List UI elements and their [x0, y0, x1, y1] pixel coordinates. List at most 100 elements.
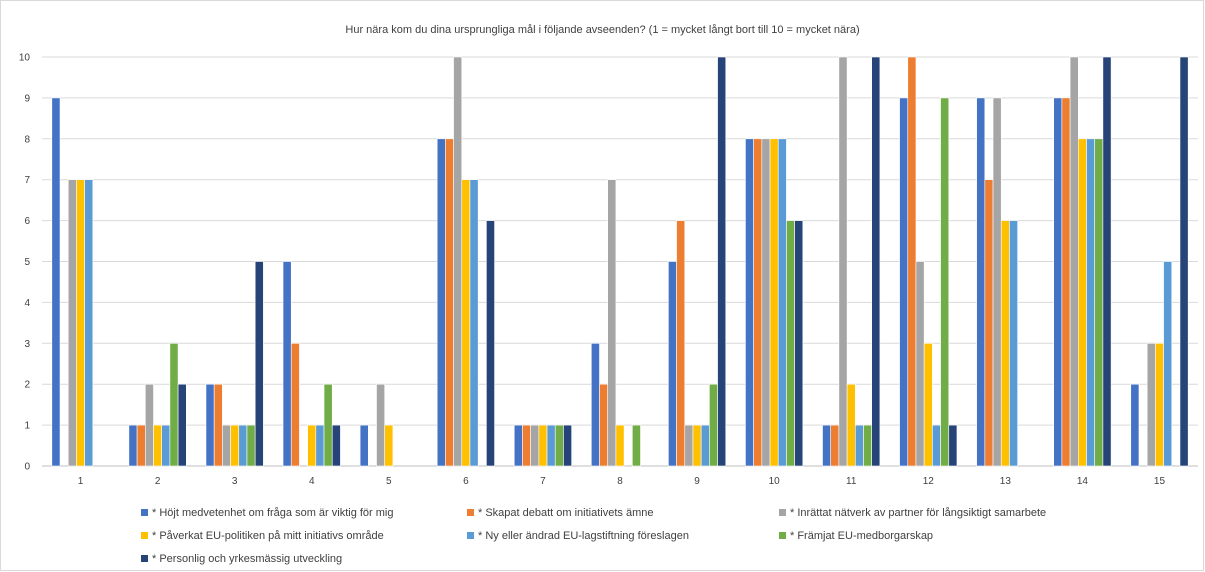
bar	[1086, 138, 1095, 467]
bar	[1179, 56, 1189, 467]
bar	[546, 424, 556, 467]
bar	[753, 138, 763, 467]
legend-swatch	[141, 555, 148, 562]
bar	[563, 424, 572, 467]
x-tick-label: 4	[309, 476, 315, 487]
bars	[51, 56, 1189, 467]
bar	[992, 97, 1002, 467]
bar	[786, 220, 795, 467]
bar	[153, 424, 162, 467]
bar	[717, 56, 727, 467]
bar	[1155, 342, 1164, 467]
bar	[1130, 383, 1140, 467]
y-tick-label: 4	[24, 298, 30, 309]
bar	[205, 383, 215, 467]
bar	[315, 424, 325, 467]
bar	[76, 179, 85, 467]
bar	[67, 179, 77, 467]
x-tick-label: 15	[1154, 476, 1166, 487]
bar	[1000, 220, 1010, 467]
bar	[769, 138, 779, 467]
x-tick-label: 12	[923, 476, 935, 487]
legend-label: * Ny eller ändrad EU-lagstiftning föresl…	[478, 530, 689, 542]
bar	[761, 138, 771, 467]
x-tick-label: 3	[232, 476, 238, 487]
legend-item: * Ny eller ändrad EU-lagstiftning föresl…	[467, 530, 689, 542]
y-tick-label: 6	[24, 216, 30, 227]
bar	[530, 424, 540, 467]
bar	[822, 424, 831, 467]
y-tick-label: 3	[24, 339, 30, 350]
bar	[461, 179, 471, 467]
bar	[976, 97, 986, 467]
bar	[1078, 138, 1087, 467]
bar	[84, 179, 94, 467]
bar	[246, 424, 256, 467]
bar	[684, 424, 694, 467]
bar	[376, 383, 385, 467]
bar	[161, 424, 171, 467]
bar	[453, 56, 463, 467]
bar	[940, 97, 950, 467]
bar	[436, 138, 446, 467]
y-tick-label: 5	[24, 257, 30, 268]
bar	[384, 424, 394, 467]
y-tick-label: 0	[24, 462, 30, 473]
bar	[323, 383, 333, 467]
bar	[668, 261, 677, 467]
x-tick-label: 10	[769, 476, 781, 487]
legend-label: * Påverkat EU-politiken på mitt initiati…	[152, 530, 384, 542]
bar	[631, 424, 641, 467]
bar	[359, 424, 369, 467]
bar	[590, 342, 600, 467]
bar	[230, 424, 240, 467]
bar	[871, 56, 881, 467]
bar	[709, 383, 718, 467]
x-tick-label: 11	[846, 476, 857, 487]
x-tick-label: 7	[540, 476, 546, 487]
legend-swatch	[467, 532, 474, 539]
legend-label: * Skapat debatt om initiativets ämne	[478, 507, 654, 519]
legend-label: * Personlig och yrkesmässig utveckling	[152, 553, 343, 565]
y-tick-label: 8	[24, 134, 30, 145]
bar	[907, 56, 917, 467]
bar	[1102, 56, 1112, 467]
legend-label: * Inrättat nätverk av partner för långsi…	[790, 507, 1047, 519]
legend-item: * Personlig och yrkesmässig utveckling	[141, 553, 342, 565]
bar	[607, 179, 617, 467]
y-tick-label: 10	[19, 53, 31, 64]
bar	[830, 424, 840, 467]
legend-item: * Påverkat EU-politiken på mitt initiati…	[141, 530, 384, 542]
bar	[923, 342, 933, 467]
legend-swatch	[467, 509, 474, 516]
y-tick-label: 2	[24, 380, 30, 391]
bar	[136, 424, 146, 467]
bar	[222, 424, 231, 467]
x-tick-labels: 1 2 3 4 5 6 7 8 9 10 11 12 13 14 15	[78, 476, 1166, 487]
bar	[469, 179, 479, 467]
x-tick-label: 9	[694, 476, 700, 487]
legend-swatch	[779, 509, 786, 516]
y-tick-label: 1	[24, 421, 30, 432]
bar	[307, 424, 317, 467]
bar	[932, 424, 941, 467]
bar	[213, 383, 223, 467]
bar	[128, 424, 138, 467]
bar	[984, 179, 994, 467]
x-tick-label: 2	[155, 476, 161, 487]
legend-swatch	[141, 509, 148, 516]
bar	[238, 424, 248, 467]
bar	[700, 424, 710, 467]
bar	[1009, 220, 1018, 467]
bar	[1061, 97, 1071, 467]
x-tick-label: 5	[386, 476, 392, 487]
bar	[445, 138, 454, 467]
legend-swatch	[141, 532, 148, 539]
bar	[1069, 56, 1079, 467]
legend-item: * Skapat debatt om initiativets ämne	[467, 507, 653, 519]
legend-label: * Främjat EU-medborgarskap	[790, 530, 934, 542]
y-tick-label: 7	[24, 175, 30, 186]
bar	[948, 424, 958, 467]
legend-item: * Främjat EU-medborgarskap	[779, 530, 933, 542]
